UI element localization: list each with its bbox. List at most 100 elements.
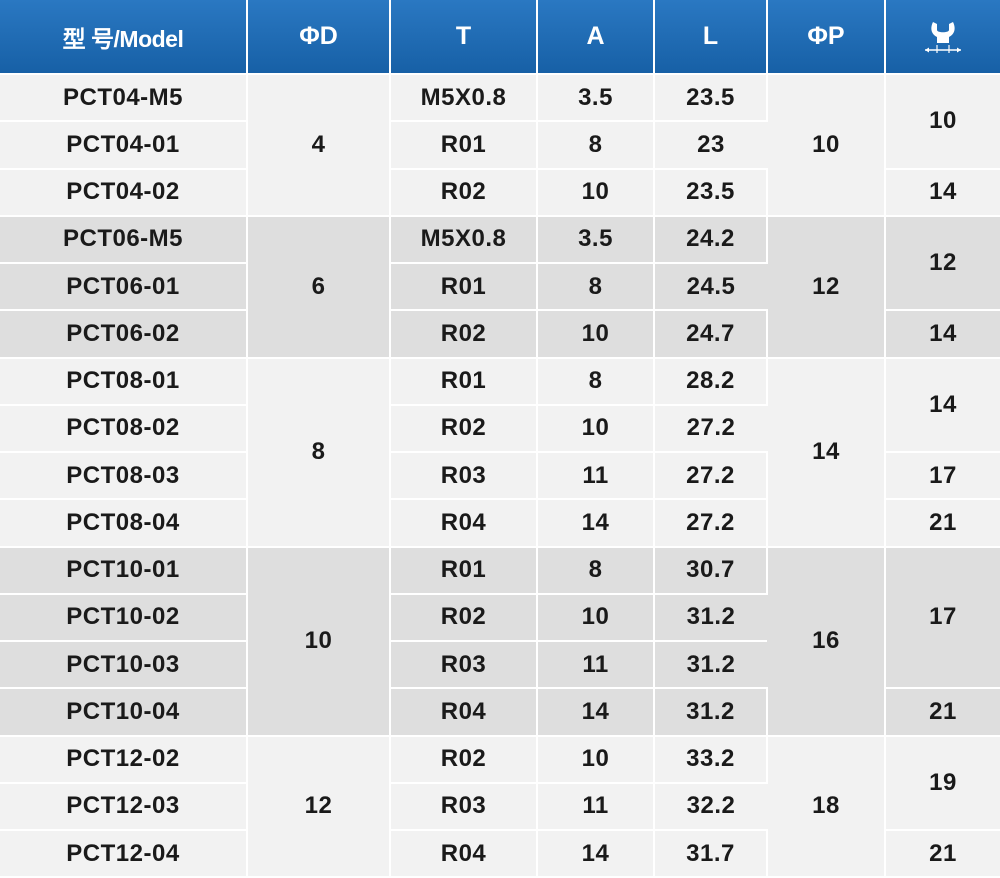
cell-wrench: 14: [885, 168, 1000, 217]
cell-l: 23.5: [654, 74, 768, 123]
table-row: PCT06-M5 6 M5X0.8 3.5 24.2 12 12: [0, 215, 1000, 359]
table-row: PCT08-04 R04 14 27.2 21: [0, 499, 1000, 548]
cell-wrench: 17: [885, 452, 1000, 501]
cell-d: 6: [247, 215, 391, 359]
cell-wrench: 14: [885, 357, 1000, 453]
header-model: 型 号/Model: [0, 0, 248, 75]
cell-t: R01: [390, 546, 538, 595]
cell-l: 27.2: [654, 452, 768, 501]
cell-a: 11: [537, 782, 655, 832]
cell-a: 11: [537, 641, 655, 690]
cell-t: R02: [390, 310, 538, 359]
group-pct04: PCT04-M5 4 M5X0.8 3.5 23.5 10 10 PCT04-0…: [0, 74, 1000, 217]
header-row: 型 号/Model ΦD T A L ΦP: [0, 0, 1000, 75]
cell-wrench: 10: [885, 74, 1000, 170]
group-pct06: PCT06-M5 6 M5X0.8 3.5 24.2 12 12 PCT06-0…: [0, 215, 1000, 359]
cell-a: 11: [537, 452, 655, 501]
cell-a: 14: [537, 688, 655, 737]
cell-l: 31.2: [654, 641, 767, 690]
table-row: PCT10-03 R03 11 31.2: [0, 641, 1000, 690]
cell-a: 8: [537, 546, 655, 595]
table-row: PCT12-02 12 R02 10 33.2 18 19: [0, 735, 1000, 878]
table-row: PCT08-01 8 R01 8 28.2 14 14: [0, 357, 1000, 548]
cell-t: R03: [390, 641, 538, 690]
cell-t: R01: [390, 121, 538, 170]
cell-a: 8: [537, 357, 655, 406]
cell-l: 24.2: [654, 215, 768, 265]
cell-l: 23.5: [654, 168, 768, 217]
cell-wrench: 21: [885, 688, 1000, 737]
cell-model: PCT06-M5: [0, 215, 248, 265]
group-pct08: PCT08-01 8 R01 8 28.2 14 14 PCT08-02 R02…: [0, 357, 1000, 548]
cell-l: 31.2: [654, 593, 767, 643]
cell-model: PCT06-01: [0, 263, 248, 312]
cell-model: PCT04-M5: [0, 74, 248, 123]
table-row: PCT08-03 R03 11 27.2 17: [0, 452, 1000, 501]
cell-wrench: 14: [885, 310, 1000, 359]
cell-l: 30.7: [654, 546, 768, 595]
cell-model: PCT10-01: [0, 546, 248, 595]
cell-a: 10: [537, 168, 655, 217]
wrench-size-icon: [925, 21, 961, 53]
cell-l: 23: [654, 121, 767, 170]
cell-d: 4: [247, 74, 391, 217]
cell-l: 24.5: [654, 263, 767, 312]
cell-wrench: 21: [885, 830, 1000, 878]
table-row: PCT06-01 R01 8 24.5: [0, 263, 1000, 312]
cell-t: R01: [390, 357, 538, 406]
cell-t: M5X0.8: [390, 74, 538, 123]
cell-t: R02: [390, 593, 538, 643]
cell-a: 8: [537, 121, 655, 170]
cell-model: PCT10-03: [0, 641, 248, 690]
cell-wrench: 12: [885, 215, 1000, 312]
cell-model: PCT08-03: [0, 452, 248, 501]
table-row: PCT10-01 10 R01 8 30.7 16 17: [0, 546, 1000, 737]
header-l: L: [654, 0, 768, 75]
cell-l: 33.2: [654, 735, 768, 784]
cell-a: 14: [537, 499, 655, 548]
cell-a: 3.5: [537, 215, 655, 265]
cell-t: M5X0.8: [390, 215, 538, 265]
cell-p: 16: [767, 546, 886, 737]
cell-t: R04: [390, 688, 538, 737]
cell-a: 10: [537, 593, 655, 643]
cell-d: 8: [247, 357, 391, 548]
header-wrench: [885, 0, 1000, 75]
cell-p: 10: [767, 74, 886, 217]
cell-l: 27.2: [654, 499, 768, 548]
cell-p: 14: [767, 357, 886, 548]
table-row: PCT04-01 R01 8 23: [0, 121, 1000, 170]
cell-l: 24.7: [654, 310, 768, 359]
cell-t: R03: [390, 452, 538, 501]
cell-a: 10: [537, 735, 655, 784]
cell-t: R02: [390, 168, 538, 217]
header-t: T: [390, 0, 538, 75]
cell-wrench: 21: [885, 499, 1000, 548]
cell-l: 31.7: [654, 830, 768, 878]
cell-t: R04: [390, 499, 538, 548]
cell-p: 12: [767, 215, 886, 359]
table-row: PCT06-02 R02 10 24.7 14: [0, 310, 1000, 359]
cell-a: 10: [537, 404, 655, 454]
header-a: A: [537, 0, 655, 75]
cell-model: PCT08-01: [0, 357, 248, 406]
table-row: PCT10-02 R02 10 31.2: [0, 593, 1000, 643]
cell-model: PCT06-02: [0, 310, 248, 359]
header-d: ΦD: [247, 0, 391, 75]
table-row: PCT08-02 R02 10 27.2: [0, 404, 1000, 454]
cell-a: 14: [537, 830, 655, 878]
cell-wrench: 19: [885, 735, 1000, 831]
cell-l: 32.2: [654, 782, 767, 832]
cell-model: PCT04-01: [0, 121, 248, 170]
cell-p: 18: [767, 735, 886, 878]
table-row: PCT04-02 R02 10 23.5 14: [0, 168, 1000, 217]
cell-d: 10: [247, 546, 391, 737]
cell-a: 8: [537, 263, 655, 312]
cell-model: PCT04-02: [0, 168, 248, 217]
header-p: ΦP: [767, 0, 886, 75]
cell-l: 31.2: [654, 688, 768, 737]
table-row: PCT12-03 R03 11 32.2: [0, 782, 1000, 832]
cell-t: R02: [390, 735, 538, 784]
cell-l: 27.2: [654, 404, 767, 454]
cell-model: PCT12-02: [0, 735, 248, 784]
